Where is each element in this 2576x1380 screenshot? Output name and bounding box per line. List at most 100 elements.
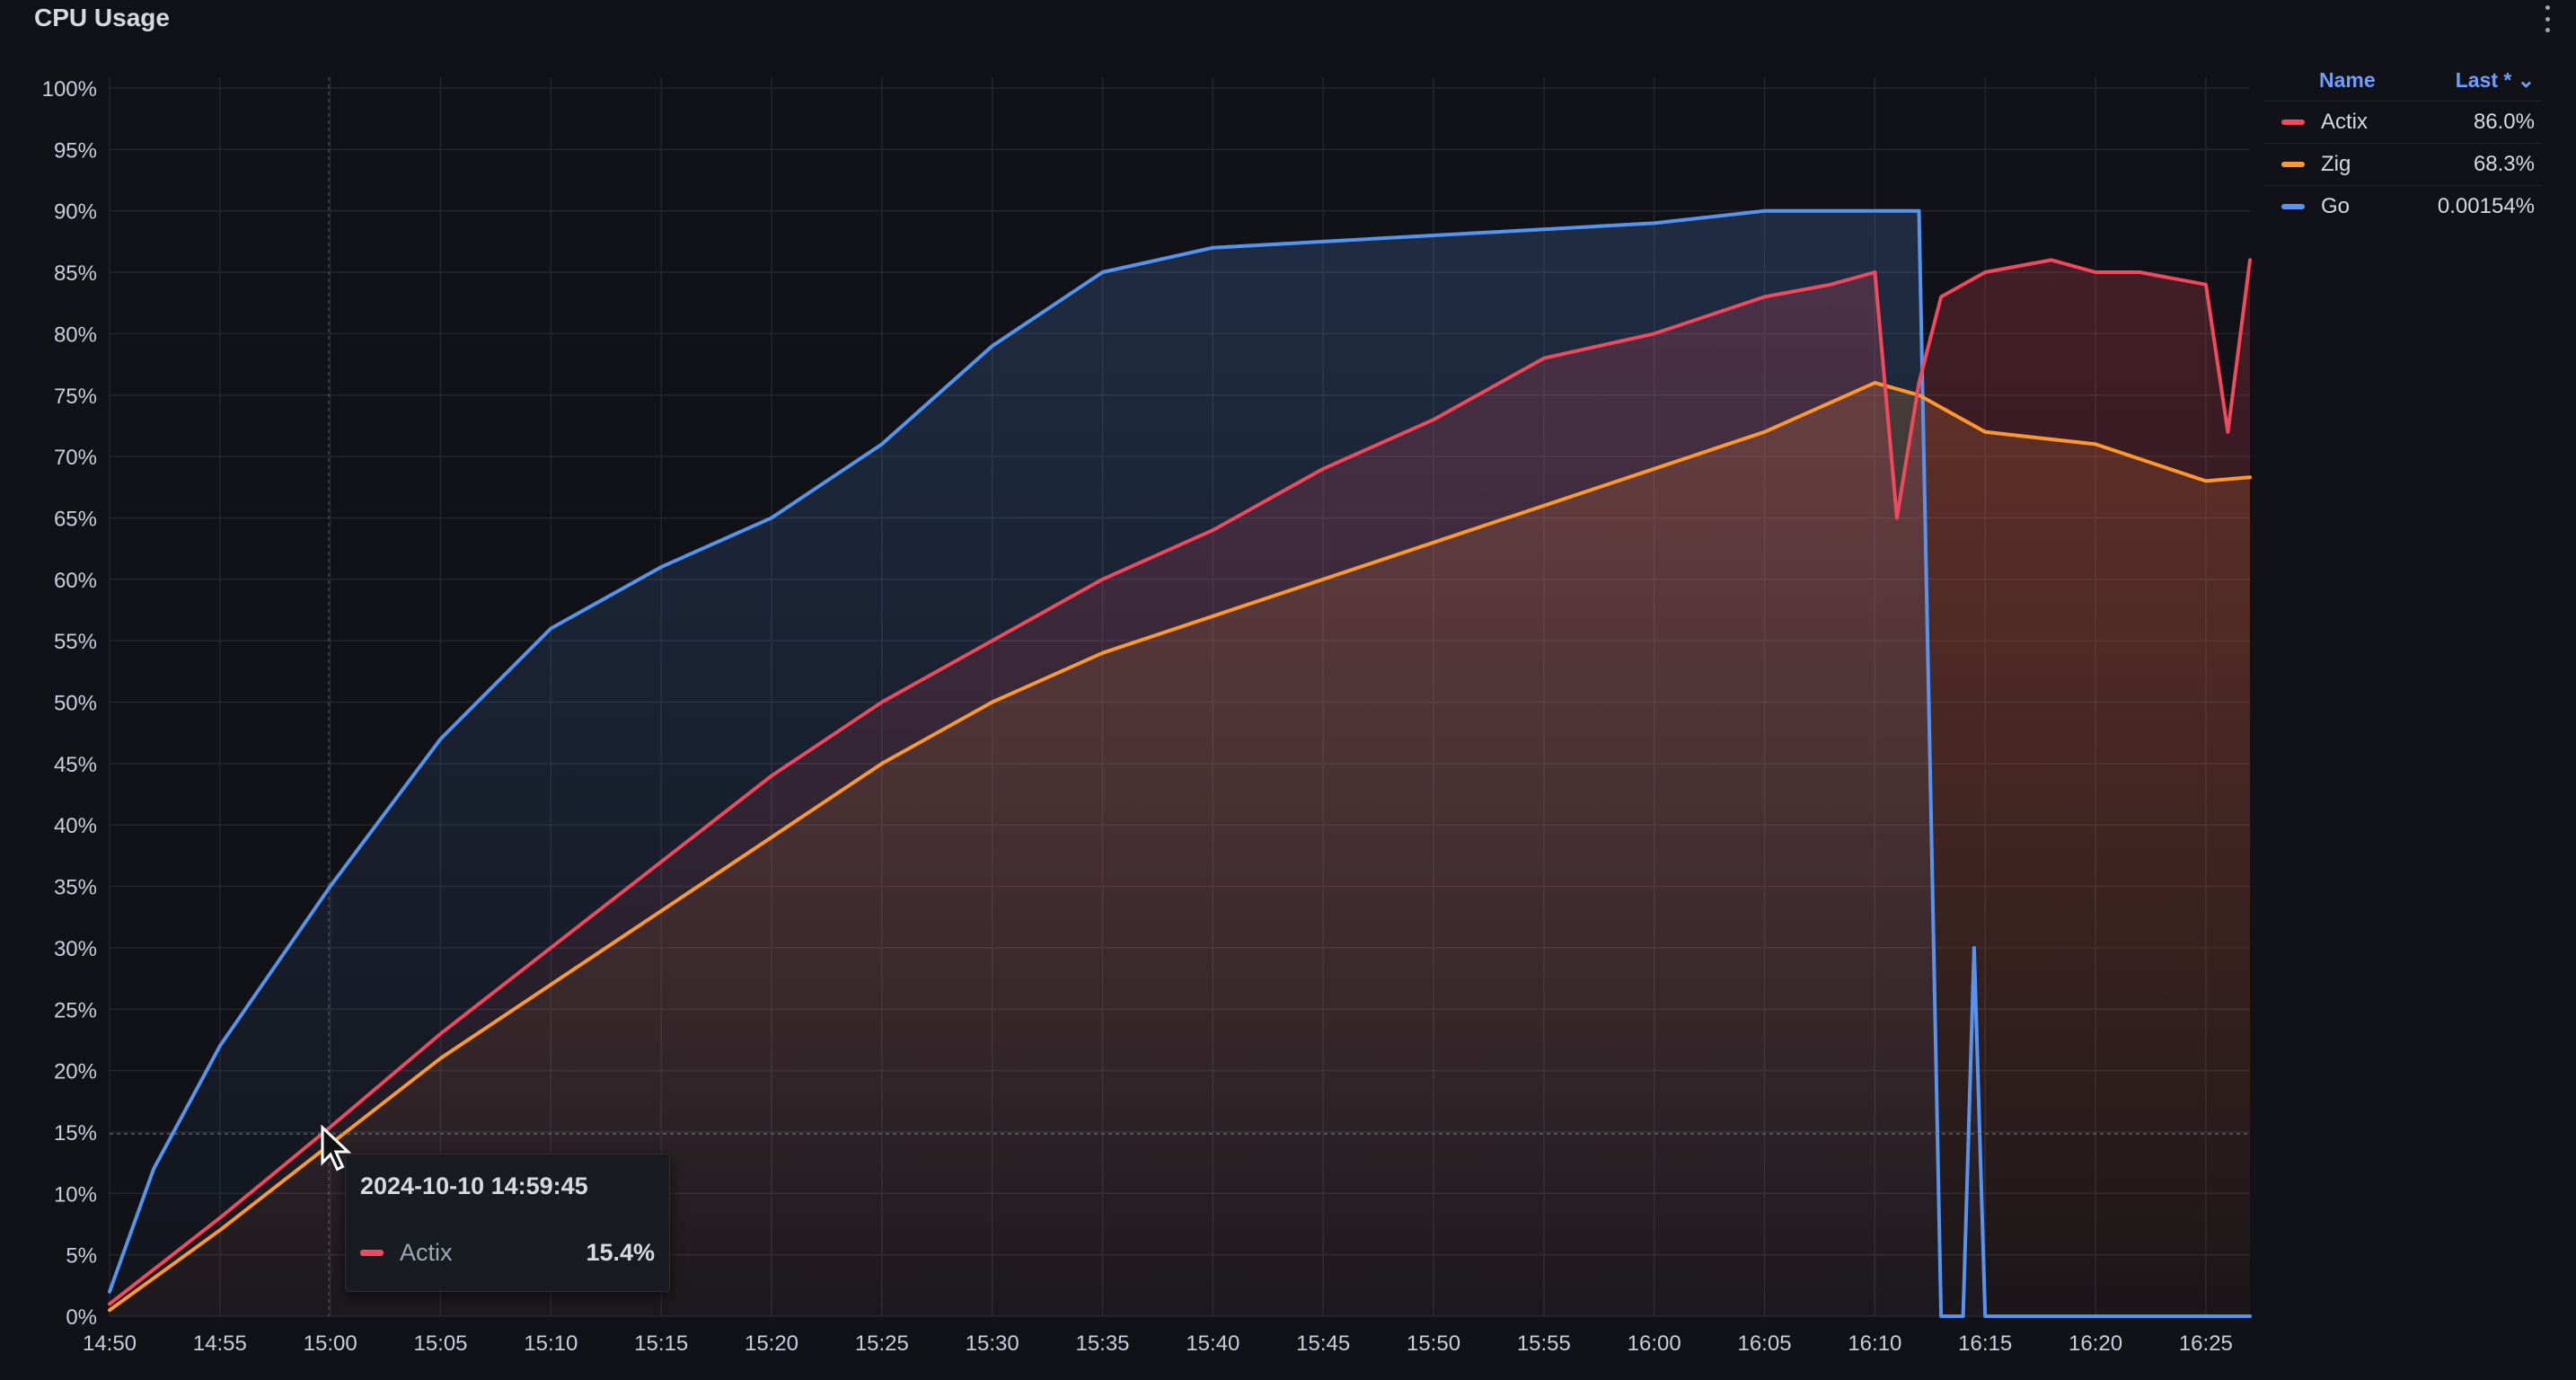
y-tick-label: 60% (54, 569, 97, 593)
series-point-actix (1895, 517, 1898, 519)
series-point-zig (771, 836, 773, 838)
tooltip-row: Actix 15.4% (360, 1239, 655, 1267)
series-point-actix (1874, 271, 1876, 274)
x-tick-label: 16:00 (1628, 1331, 1681, 1356)
x-tick-label: 15:30 (966, 1331, 1019, 1356)
legend-swatch (2281, 119, 2305, 125)
legend-last-header[interactable]: Last * ⌄ (2455, 67, 2535, 92)
series-point-zig (1101, 651, 1104, 654)
series-point-zig (1322, 578, 1325, 580)
series-point-zig (439, 1057, 442, 1059)
series-point-actix (1940, 296, 1943, 298)
series-point-go (771, 517, 773, 519)
series-point-zig (2204, 480, 2207, 482)
x-tick-label: 14:55 (193, 1331, 247, 1356)
series-point-go (1984, 1315, 1987, 1318)
series-point-zig (991, 701, 993, 703)
y-tick-label: 100% (42, 77, 97, 102)
series-point-go (2204, 1315, 2207, 1318)
kebab-menu-icon[interactable] (2542, 5, 2553, 32)
series-point-go (1101, 271, 1104, 274)
x-tick-label: 16:05 (1737, 1331, 1791, 1356)
y-tick-label: 10% (54, 1182, 97, 1207)
series-point-actix (1984, 271, 1987, 274)
series-point-actix (2227, 430, 2229, 433)
series-point-zig (1874, 382, 1876, 385)
series-line-zig[interactable] (108, 381, 2252, 1313)
series-point-actix (2139, 271, 2141, 274)
y-tick-label: 95% (54, 138, 97, 163)
series-point-actix (218, 1216, 221, 1219)
series-point-go (991, 345, 993, 348)
hover-tooltip: 2024-10-10 14:59:45 Actix 15.4% (345, 1154, 670, 1292)
series-area-actix (110, 260, 2250, 1316)
mouse-cursor-icon (321, 1125, 352, 1172)
series-point-go (1433, 234, 1435, 237)
series-point-zig (1212, 615, 1214, 617)
series-point-zig (1433, 541, 1435, 544)
series-point-actix (1542, 357, 1545, 359)
y-tick-label: 80% (54, 323, 97, 347)
series-point-actix (2095, 271, 2097, 274)
y-tick-label: 0% (66, 1305, 97, 1330)
legend-item-value: 86.0% (2473, 110, 2535, 134)
series-point-zig (660, 909, 663, 912)
series-point-go (218, 1045, 221, 1048)
series-point-go (153, 1167, 155, 1170)
series-point-go (1653, 222, 1655, 225)
y-tick-label: 15% (54, 1121, 97, 1146)
y-tick-label: 20% (54, 1060, 97, 1084)
legend-item-value: 0.00154% (2437, 194, 2535, 218)
x-tick-label: 16:25 (2179, 1331, 2233, 1356)
legend-name-header[interactable]: Name (2319, 67, 2376, 92)
series-point-actix (1322, 467, 1325, 470)
x-tick-label: 14:50 (83, 1331, 137, 1356)
x-tick-label: 15:35 (1075, 1331, 1129, 1356)
legend-swatch (2281, 204, 2305, 209)
legend-item-name: Actix (2321, 110, 2369, 134)
series-point-actix (660, 861, 663, 863)
x-tick-label: 15:50 (1407, 1331, 1460, 1356)
x-tick-label: 15:25 (855, 1331, 909, 1356)
series-point-actix (1433, 419, 1435, 421)
tooltip-series-value: 15.4% (586, 1239, 655, 1266)
series-point-go (1918, 209, 1920, 212)
series-point-go (109, 1290, 111, 1293)
x-tick-label: 16:15 (1958, 1331, 2012, 1356)
y-tick-label: 45% (54, 753, 97, 777)
series-point-go (1322, 240, 1325, 243)
series-point-go (439, 738, 442, 740)
series-point-go (880, 443, 883, 446)
series-point-zig (1984, 430, 1987, 433)
series-point-zig (1653, 467, 1655, 470)
tooltip-time: 2024-10-10 14:59:45 (360, 1172, 588, 1199)
x-tick-label: 15:15 (634, 1331, 688, 1356)
series-point-actix (439, 1032, 442, 1035)
series-point-go (1542, 228, 1545, 231)
x-tick-label: 15:55 (1517, 1331, 1571, 1356)
series-point-go (660, 566, 663, 569)
legend-item-actix[interactable]: Actix 86.0% (2263, 101, 2542, 143)
x-tick-label: 16:20 (2069, 1331, 2122, 1356)
y-tick-label: 65% (54, 507, 97, 531)
y-tick-label: 40% (54, 814, 97, 838)
y-tick-label: 75% (54, 385, 97, 409)
y-tick-label: 85% (54, 261, 97, 286)
legend-item-value: 68.3% (2473, 152, 2535, 176)
series-line-actix[interactable] (108, 258, 2252, 1306)
series-point-actix (109, 1303, 111, 1305)
series-line-go[interactable] (108, 208, 2252, 1318)
series-point-actix (2204, 283, 2207, 286)
legend-item-zig[interactable]: Zig 68.3% (2263, 143, 2542, 185)
series-point-actix (880, 701, 883, 703)
series-point-actix (1830, 283, 1832, 286)
legend-item-go[interactable]: Go 0.00154% (2263, 185, 2542, 227)
series-point-actix (2249, 259, 2252, 261)
series-point-zig (2095, 443, 2097, 446)
panel-title: CPU Usage (34, 4, 170, 31)
series-point-zig (109, 1309, 111, 1312)
series-point-go (1874, 209, 1876, 212)
legend-header: Name Last * ⌄ (2263, 59, 2542, 101)
